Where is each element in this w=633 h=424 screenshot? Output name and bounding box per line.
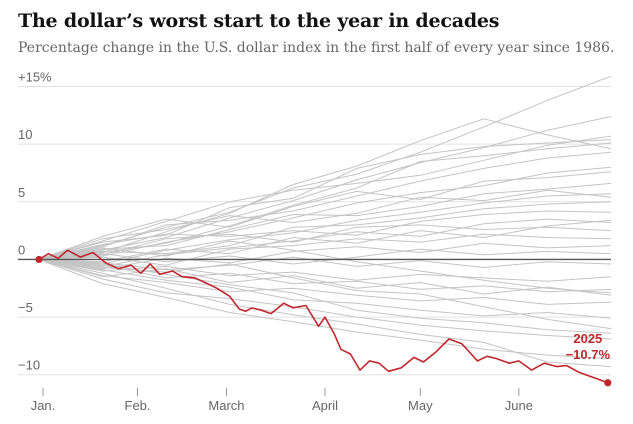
y-tick-label: 10: [18, 127, 32, 142]
background-series-line: [38, 142, 612, 260]
background-series-line: [38, 182, 612, 260]
background-series-line: [38, 210, 612, 260]
highlight-series-group: [35, 249, 612, 387]
background-series-line: [38, 201, 612, 260]
background-series-line: [38, 151, 612, 260]
y-tick-label: −5: [18, 300, 33, 315]
x-tick-label: June: [505, 398, 533, 413]
background-series-line: [38, 258, 612, 330]
background-series-line: [38, 139, 612, 260]
background-series-line: [38, 75, 612, 260]
y-tick-label: 0: [18, 242, 25, 257]
chart-subtitle: Percentage change in the U.S. dollar ind…: [18, 40, 615, 56]
background-series-line: [38, 240, 612, 294]
background-series-line: [38, 258, 612, 334]
y-tick-label: −10: [18, 358, 40, 373]
background-series-line: [38, 116, 612, 260]
background-series-line: [38, 135, 612, 260]
background-series-line: [38, 256, 612, 271]
y-axis-tick-labels: +15% 10 5 0 −5 −10: [18, 70, 52, 373]
x-axis-tick-labels: Jan. Feb. March April May June: [31, 388, 533, 413]
background-series-group: [38, 75, 612, 368]
background-series-line: [38, 258, 612, 368]
background-series-line: [38, 218, 612, 267]
x-tick-label: Feb.: [125, 398, 151, 413]
background-series-line: [38, 258, 612, 340]
background-series-line: [38, 118, 612, 260]
background-series-line: [38, 193, 612, 265]
highlight-series-line: [38, 249, 609, 384]
background-series-line: [38, 248, 612, 265]
highlight-year-label: 2025: [573, 331, 602, 346]
x-tick-label: March: [208, 398, 244, 413]
highlight-end-value-label: −10.7%: [566, 347, 611, 362]
y-tick-label: 5: [18, 185, 25, 200]
highlight-start-point: [35, 255, 43, 264]
background-series-line: [38, 258, 612, 305]
background-series-line: [38, 219, 612, 263]
highlight-annotation: 2025 −10.7%: [566, 331, 611, 362]
background-series-line: [38, 258, 612, 296]
background-series-line: [38, 224, 612, 260]
background-series-line: [38, 258, 612, 293]
chart-title: The dollar’s worst start to the year in …: [18, 10, 500, 32]
background-series-line: [38, 171, 612, 260]
background-series-line: [38, 242, 612, 270]
x-tick-label: Jan.: [31, 398, 56, 413]
highlight-end-point: [604, 379, 612, 387]
x-tick-label: April: [312, 398, 338, 413]
background-series-line: [38, 189, 612, 260]
y-tick-label: +15%: [18, 70, 52, 85]
x-tick-label: May: [408, 398, 433, 413]
background-series-line: [38, 233, 612, 266]
